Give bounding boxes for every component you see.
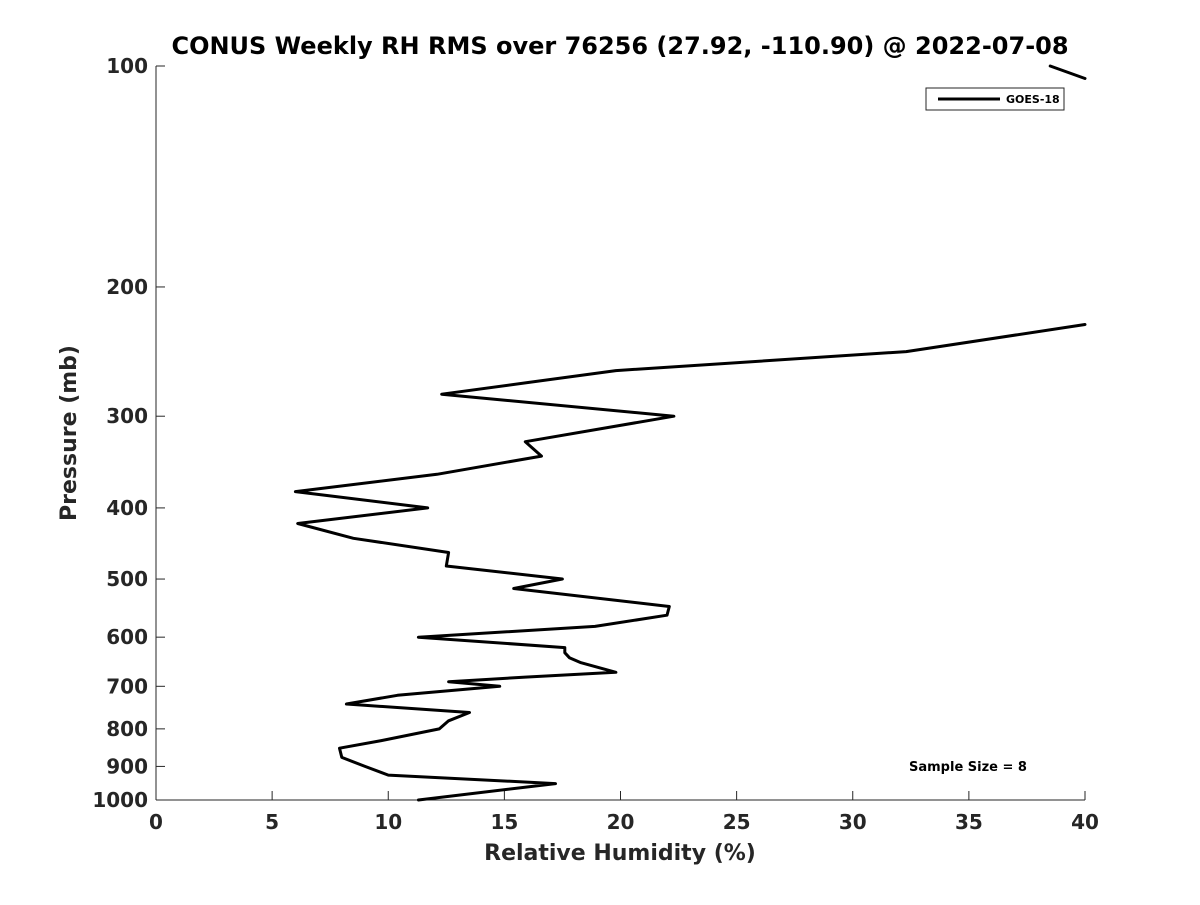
y-tick-label: 800 <box>106 717 148 741</box>
y-tick-label: 600 <box>106 625 148 649</box>
y-axis-label: Pressure (mb) <box>57 345 82 521</box>
x-tick-label: 15 <box>490 810 518 834</box>
x-tick-label: 35 <box>955 810 983 834</box>
chart-title: CONUS Weekly RH RMS over 76256 (27.92, -… <box>171 32 1068 60</box>
x-tick-label: 0 <box>149 810 163 834</box>
y-tick-label: 900 <box>106 754 148 778</box>
series-line-goes-18 <box>293 323 1087 802</box>
y-tick-label: 400 <box>106 496 148 520</box>
y-tick-label: 500 <box>106 567 148 591</box>
x-tick-label: 30 <box>839 810 867 834</box>
sample-size-annotation: Sample Size = 8 <box>909 760 1027 775</box>
series-group <box>293 64 1087 802</box>
legend: GOES-18 <box>925 87 1065 111</box>
series-line-goes-18-upper <box>1048 64 1087 80</box>
y-tick-label: 200 <box>106 275 148 299</box>
legend-label: GOES-18 <box>1006 93 1060 106</box>
x-axis-label: Relative Humidity (%) <box>484 841 756 866</box>
x-axis-ticks: 0 5 10 15 20 25 30 35 40 <box>149 791 1099 834</box>
x-tick-label: 10 <box>374 810 402 834</box>
y-tick-label: 1000 <box>92 788 148 812</box>
y-tick-label: 100 <box>106 54 148 78</box>
x-tick-label: 5 <box>265 810 279 834</box>
x-tick-label: 20 <box>607 810 635 834</box>
x-tick-label: 25 <box>723 810 751 834</box>
y-tick-label: 300 <box>106 404 148 428</box>
x-tick-label: 40 <box>1071 810 1099 834</box>
y-tick-label: 700 <box>106 674 148 698</box>
y-axis-ticks: 100 200 300 400 500 600 700 800 900 1000 <box>92 54 165 812</box>
